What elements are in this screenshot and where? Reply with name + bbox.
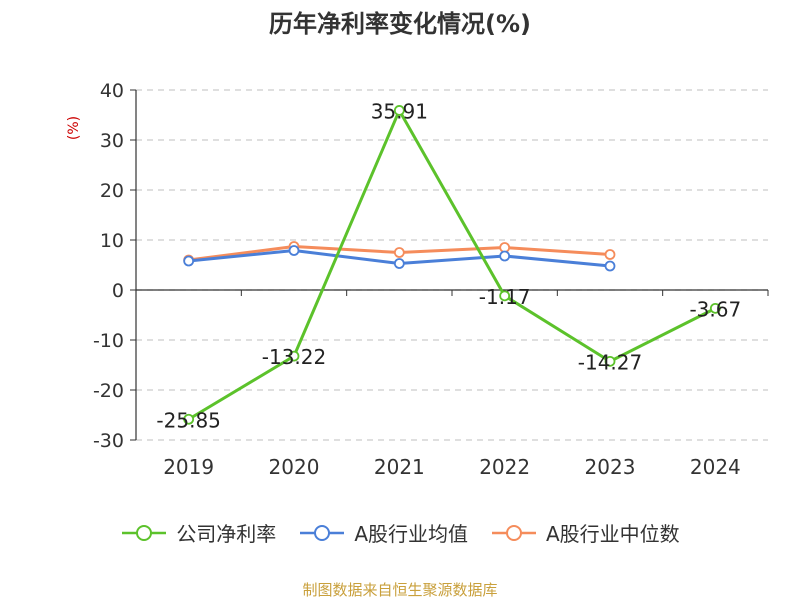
legend-item[interactable]: 公司净利率 (120, 518, 276, 547)
legend-swatch-icon (492, 524, 536, 541)
data-point (183, 413, 195, 425)
y-tick-label: 40 (100, 80, 124, 102)
y-tick-label: -10 (93, 330, 124, 352)
x-tick-label: 2024 (690, 455, 741, 479)
y-tick-label: 30 (100, 130, 124, 152)
data-point (288, 245, 300, 256)
x-tick-label: 2023 (585, 455, 636, 479)
x-tick-label: 2021 (374, 455, 425, 479)
x-tick-label: 2019 (163, 455, 214, 479)
data-point (604, 355, 616, 367)
data-point (499, 250, 511, 262)
legend-label: A股行业均值 (354, 522, 468, 546)
data-label: -14.27 (578, 350, 642, 374)
data-point (604, 260, 616, 272)
series-layer (183, 105, 721, 425)
y-tick-label: 10 (100, 230, 124, 252)
legend-swatch-icon (122, 524, 167, 541)
legend-item[interactable]: A股行业中位数 (490, 518, 680, 547)
y-tick-label: 20 (100, 180, 124, 202)
data-point (393, 105, 405, 116)
data-point (393, 247, 405, 258)
data-point (499, 290, 511, 302)
y-axis-label: (%) (66, 116, 82, 140)
legend-item[interactable]: A股行业均值 (298, 518, 468, 547)
data-point (288, 350, 300, 362)
data-point (709, 302, 721, 314)
chart-title: 历年净利率变化情况(%) (269, 10, 531, 38)
legend: 公司净利率 A股行业均值 A股行业中位数 (0, 518, 800, 547)
grid-layer (136, 89, 768, 441)
legend-swatch-icon (300, 524, 345, 541)
data-label-layer: -25.85 -13.22 35.91 -1.17 -14.27 -3.67 (156, 99, 741, 432)
data-label: 35.91 (371, 99, 428, 123)
x-tick-label: 2022 (479, 455, 530, 479)
y-tick-label: -20 (93, 380, 124, 402)
y-tick-label: -30 (93, 430, 124, 452)
data-label: -1.17 (479, 285, 531, 309)
x-tick-label: 2020 (269, 455, 320, 479)
data-point (604, 249, 616, 260)
legend-label: 公司净利率 (176, 522, 277, 546)
data-label: -25.85 (156, 408, 220, 432)
legend-label: A股行业中位数 (546, 522, 680, 546)
data-point (183, 255, 195, 267)
data-point (393, 258, 405, 269)
series-line (187, 108, 717, 421)
y-tick-label: 0 (112, 280, 124, 302)
axis-layer: 40 30 20 10 0 -10 -20 -30 (%) 2019 2020 2021 2022 202… (66, 80, 769, 479)
data-label: -3.67 (689, 297, 741, 321)
data-label: -13.22 (262, 345, 326, 369)
source-note: 制图数据来自恒生聚源数据库 (302, 581, 498, 599)
